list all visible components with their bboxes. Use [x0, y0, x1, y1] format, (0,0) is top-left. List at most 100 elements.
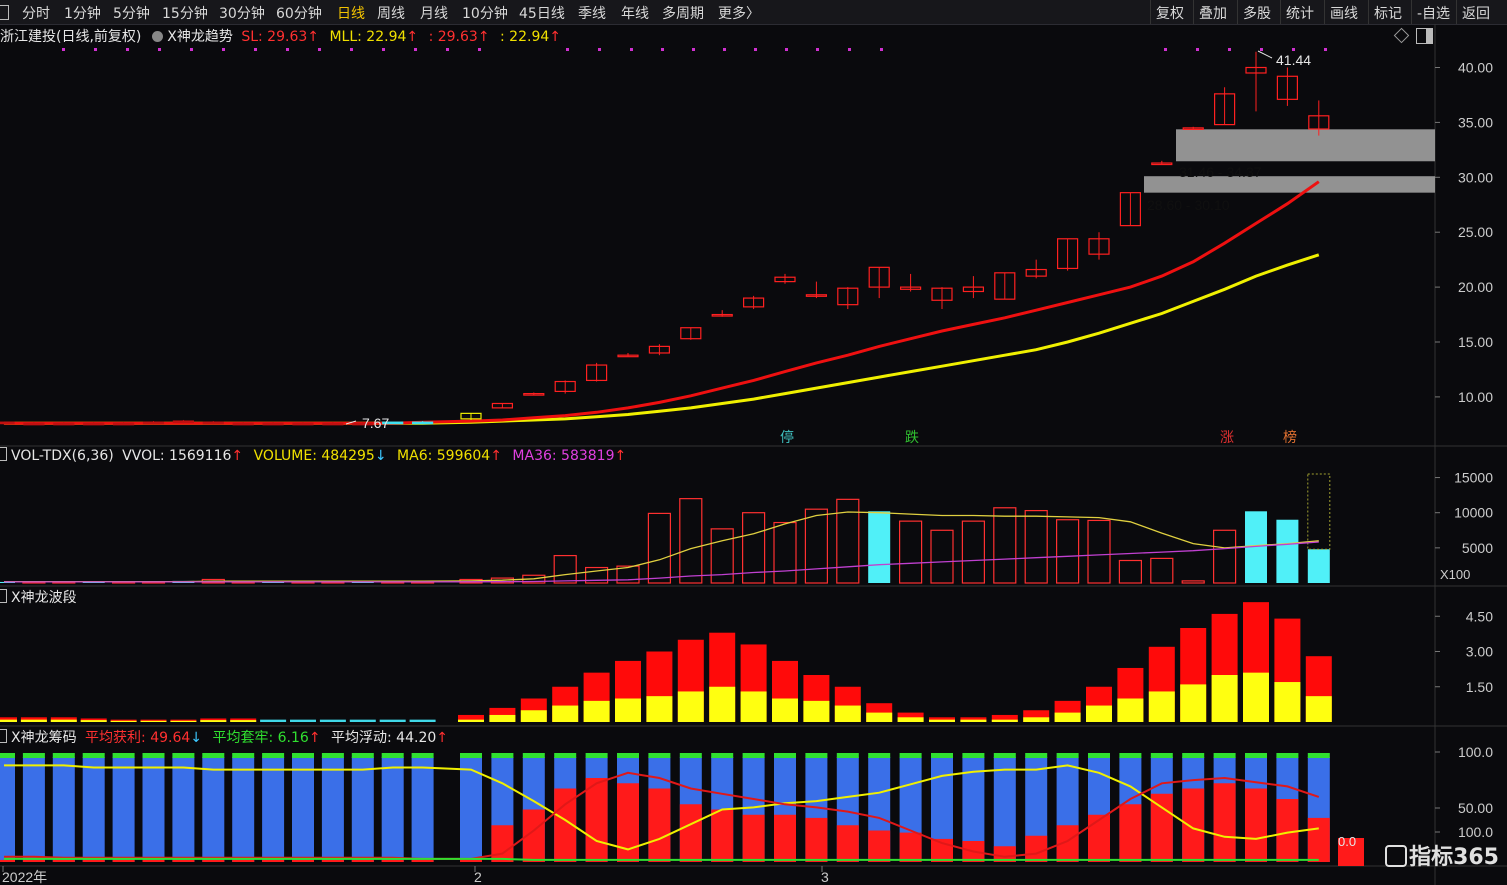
volume-bar [1055, 519, 1080, 584]
volume-bar [804, 508, 829, 584]
period-tab-2[interactable]: 5分钟 [113, 6, 150, 22]
candle-body [962, 286, 985, 293]
signal-dot [414, 48, 417, 51]
period-tab-8[interactable]: 月线 [420, 6, 448, 22]
chip-top-cap [522, 753, 545, 758]
chip-top-cap [82, 753, 105, 758]
chip-profit-bar [1025, 835, 1048, 862]
signal-dot [94, 48, 97, 51]
chip-top-cap [1088, 753, 1110, 758]
signal-dot [1228, 48, 1231, 51]
chip-profit-bar [0, 859, 15, 862]
chip-profit-bar [1182, 788, 1205, 862]
wave-inner-bar [583, 700, 610, 722]
indicator-dot-icon[interactable] [151, 31, 163, 42]
volume-bar [584, 566, 609, 584]
toolbar-button-4[interactable]: 画线 [1330, 6, 1358, 22]
chip-profit-bar [82, 859, 105, 862]
period-tab-5[interactable]: 60分钟 [276, 6, 322, 22]
signal-dot [754, 48, 757, 51]
period-tab-1[interactable]: 1分钟 [64, 6, 101, 22]
chip-total-bar [22, 757, 45, 862]
period-tab-14[interactable]: 更多〉 [718, 6, 760, 22]
chip-profit-bar [491, 825, 514, 862]
wave-bar [458, 714, 484, 722]
chip-top-cap [774, 753, 796, 758]
period-tab-10[interactable]: 45日线 [519, 6, 565, 22]
chip-profit-bar [711, 809, 734, 862]
chip-profit-bar [1213, 783, 1236, 862]
signal-dot [254, 48, 257, 51]
period-tab-9[interactable]: 10分钟 [462, 6, 508, 22]
toolbar-button-0[interactable]: 复权 [1156, 6, 1184, 22]
event-marker: 跌 [905, 430, 919, 446]
volume-bar [1307, 549, 1330, 583]
toolbar-separator [1411, 0, 1412, 24]
period-tab-7[interactable]: 周线 [377, 6, 405, 22]
wave-panel-header: X神龙波段 [0, 587, 77, 607]
signal-dot [1292, 48, 1295, 51]
candle-body [899, 286, 922, 290]
toolbar-button-6[interactable]: -自选 [1417, 6, 1451, 22]
wave-inner-bar [615, 698, 641, 722]
toolbar-separator [1150, 0, 1151, 24]
chip-profit-bar [899, 832, 922, 862]
pressure-zone [1176, 129, 1435, 162]
chip-overlay-label: 0.0 [1338, 834, 1356, 849]
toolbar-left-icon[interactable] [0, 5, 9, 20]
chip-profit-bar [1119, 804, 1142, 862]
up-arrow-icon: ↑ [308, 730, 321, 746]
chip-indicator-name[interactable]: X神龙筹码 [11, 730, 77, 746]
toolbar-button-3[interactable]: 统计 [1286, 6, 1314, 22]
wave-bar [409, 719, 436, 722]
candle-body [585, 364, 608, 382]
chip-profit-bar [554, 788, 577, 862]
signal-dot [661, 48, 664, 51]
toolbar-button-5[interactable]: 标记 [1374, 6, 1402, 22]
vol-indicator-name[interactable]: VOL-TDX(6,36) [11, 448, 114, 464]
period-tab-11[interactable]: 季线 [578, 6, 606, 22]
period-tab-6[interactable]: 日线 [337, 6, 365, 22]
signal-dot [62, 48, 65, 51]
volume-bar [741, 512, 766, 584]
period-tab-0[interactable]: 分时 [22, 6, 50, 22]
chip-profit-bar [202, 859, 225, 862]
chip-top-cap [262, 753, 285, 758]
candle-body [352, 422, 374, 426]
toolbar-button-7[interactable]: 返回 [1462, 6, 1490, 22]
period-tab-3[interactable]: 15分钟 [162, 6, 208, 22]
chip-top-cap [232, 753, 255, 758]
indicator-name[interactable]: X神龙趋势 [167, 29, 233, 45]
chip-top-cap [491, 753, 514, 758]
panel-layout-icon[interactable] [1416, 28, 1433, 44]
signal-dot [126, 48, 129, 51]
wave-panel-box-icon[interactable] [0, 589, 7, 603]
chip-panel-box-icon[interactable] [0, 729, 7, 743]
period-tab-12[interactable]: 年线 [621, 6, 649, 22]
wave-inner-bar [1180, 684, 1207, 722]
candle-body [1119, 192, 1142, 227]
chip-profit-bar [1245, 788, 1267, 862]
chip-top-cap [617, 753, 639, 758]
chip-profit-bar [22, 859, 45, 862]
chip-profit-bar [351, 859, 374, 862]
toolbar-button-2[interactable]: 多股 [1243, 6, 1271, 22]
chip-top-cap [585, 753, 608, 758]
wave-indicator-name[interactable]: X神龙波段 [11, 590, 77, 606]
chip-profit-bar [836, 825, 859, 862]
candle-body [931, 287, 953, 301]
vol-panel-box-icon[interactable] [0, 447, 7, 461]
candle-body [1151, 162, 1173, 166]
high-price-label: 41.44 [1276, 52, 1311, 68]
volume-bar [961, 520, 986, 584]
toolbar-separator [1237, 0, 1238, 24]
toolbar-button-1[interactable]: 叠加 [1199, 6, 1227, 22]
volume-unit-label: X100 [1440, 567, 1470, 582]
chip-total-bar [460, 757, 482, 862]
main-panel-header: 浙江建投(日线,前复权) X神龙趋势 SL: 29.63↑ MLL: 22.94… [0, 26, 561, 46]
period-tab-13[interactable]: 多周期 [662, 6, 704, 22]
chip-profit-bar [1307, 817, 1330, 862]
up-arrow-icon: ↑ [231, 448, 244, 464]
period-tab-4[interactable]: 30分钟 [219, 6, 265, 22]
